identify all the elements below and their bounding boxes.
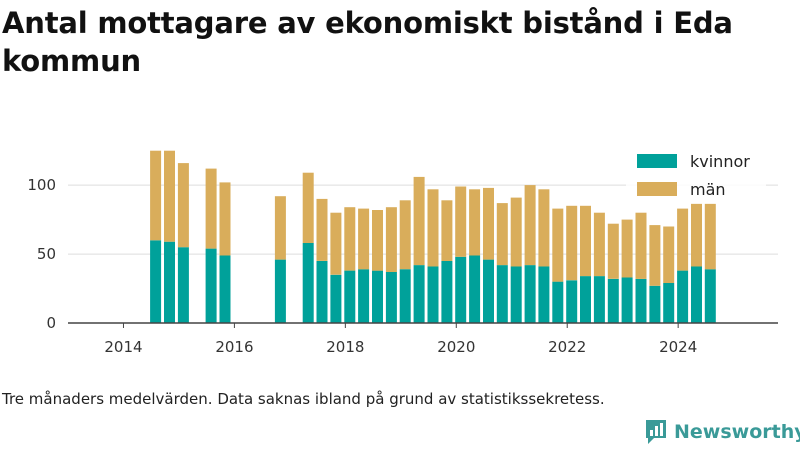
bar-man-21 (510, 197, 522, 267)
bar-man-24 (552, 208, 564, 282)
bar-man-0 (150, 150, 162, 241)
bar-kvinnor-11 (372, 270, 383, 323)
x-tick-label-2018: 2018 (326, 338, 364, 356)
bar-man-26 (580, 205, 591, 277)
bar-man-13 (399, 200, 411, 270)
x-tick-label-2014: 2014 (104, 338, 142, 356)
y-tick-label-50: 50 (37, 245, 56, 263)
bar-man-35 (704, 203, 716, 270)
bar-kvinnor-17 (455, 256, 467, 323)
bar-man-10 (358, 208, 370, 270)
x-tick-label-2022: 2022 (548, 338, 586, 356)
bar-man-1 (164, 150, 175, 242)
bar-man-14 (413, 176, 425, 266)
bar-man-3 (205, 168, 217, 249)
bar-man-29 (621, 219, 633, 278)
y-tick-label-100: 100 (27, 176, 56, 194)
bar-man-6 (302, 172, 314, 243)
bar-man-31 (649, 225, 661, 286)
bar-man-9 (344, 207, 356, 271)
x-tick-label-2016: 2016 (215, 338, 253, 356)
bar-man-2 (177, 163, 189, 248)
bar-kvinnor-35 (704, 269, 716, 323)
bar-kvinnor-1 (164, 241, 175, 323)
bar-man-22 (524, 185, 536, 266)
bar-kvinnor-4 (219, 255, 231, 323)
bar-kvinnor-26 (580, 276, 591, 323)
bar-kvinnor-24 (552, 281, 564, 323)
stacked-bar-chart: 0 50 100 2014 2016 2018 2020 2022 2024 kvinnor mä… (27, 146, 778, 356)
bar-kvinnor-28 (607, 278, 619, 323)
bar-kvinnor-5 (274, 259, 286, 323)
bar-kvinnor-32 (663, 283, 675, 323)
legend-label-man: män (690, 180, 726, 199)
bar-man-33 (677, 208, 689, 271)
bar-man-8 (330, 212, 342, 275)
bar-man-7 (316, 198, 328, 261)
newsworthy-logo-icon (646, 420, 666, 444)
axes: 0 50 100 2014 2016 2018 2020 2022 2024 (27, 176, 778, 356)
bar-kvinnor-18 (469, 255, 481, 323)
bar-kvinnor-2 (177, 247, 189, 323)
bar-kvinnor-16 (441, 261, 453, 323)
bar-kvinnor-12 (385, 272, 397, 323)
bar-kvinnor-10 (358, 269, 370, 323)
bar-man-5 (274, 196, 286, 260)
bar-man-16 (441, 200, 453, 261)
bars (150, 150, 716, 324)
bar-kvinnor-19 (483, 259, 494, 323)
bar-kvinnor-34 (691, 266, 702, 323)
legend-swatch-kvinnor (637, 154, 677, 168)
bar-man-20 (496, 203, 508, 266)
bar-kvinnor-14 (413, 265, 425, 323)
brand-name: Newsworthy (674, 421, 800, 443)
bar-kvinnor-31 (649, 285, 661, 323)
bar-kvinnor-9 (344, 270, 356, 323)
bar-man-18 (469, 189, 481, 256)
bar-kvinnor-13 (399, 269, 411, 323)
legend-swatch-man (637, 182, 677, 196)
bar-man-4 (219, 182, 231, 256)
bar-kvinnor-15 (427, 266, 439, 323)
bar-man-15 (427, 189, 439, 267)
brand[interactable]: Newsworthy (644, 418, 800, 446)
bar-kvinnor-0 (150, 240, 162, 323)
bar-man-34 (691, 203, 702, 267)
bar-man-25 (566, 205, 578, 281)
bar-man-23 (538, 189, 550, 267)
bar-kvinnor-29 (621, 277, 633, 323)
bar-kvinnor-8 (330, 274, 342, 324)
bar-man-17 (455, 186, 467, 257)
bar-kvinnor-30 (635, 278, 647, 323)
bar-kvinnor-21 (510, 266, 522, 323)
footnote: Tre månaders medelvärden. Data saknas ib… (2, 390, 605, 408)
bar-kvinnor-33 (677, 270, 689, 323)
bar-kvinnor-20 (496, 265, 508, 323)
bar-kvinnor-3 (205, 248, 217, 323)
bar-man-12 (385, 207, 397, 272)
legend-label-kvinnor: kvinnor (690, 152, 750, 171)
bar-kvinnor-6 (302, 243, 314, 323)
bar-man-28 (607, 223, 619, 279)
bar-man-32 (663, 226, 675, 283)
bar-kvinnor-7 (316, 261, 328, 323)
bar-man-27 (593, 212, 605, 277)
bar-kvinnor-27 (593, 276, 605, 323)
y-tick-label-0: 0 (46, 314, 56, 332)
bar-man-19 (483, 187, 494, 260)
chart-title: Antal mottagare av ekonomiskt bistånd i … (2, 6, 733, 78)
bar-man-11 (372, 210, 383, 271)
bar-kvinnor-22 (524, 265, 536, 323)
x-tick-label-2020: 2020 (437, 338, 475, 356)
bar-man-30 (635, 212, 647, 279)
x-tick-label-2024: 2024 (659, 338, 697, 356)
bar-kvinnor-23 (538, 266, 550, 323)
legend: kvinnor män (626, 146, 766, 204)
bar-kvinnor-25 (566, 280, 578, 323)
